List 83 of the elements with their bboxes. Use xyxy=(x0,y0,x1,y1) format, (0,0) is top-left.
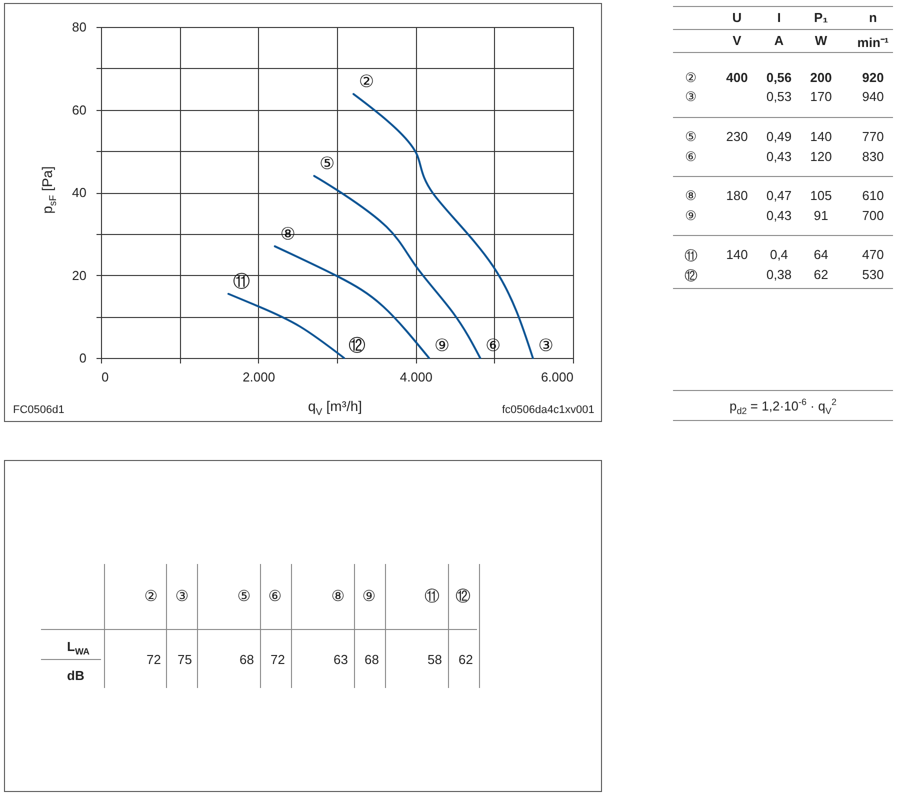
text: 140 xyxy=(810,129,832,144)
x-tick-label: 0 xyxy=(102,370,109,384)
text: 470 xyxy=(862,247,884,262)
text: A xyxy=(774,33,784,48)
text: 0,43 xyxy=(766,149,792,164)
text: FC0506d1 xyxy=(13,404,64,416)
x-tick-label: 2.000 xyxy=(242,370,276,384)
text: ⑧ xyxy=(331,587,345,605)
text: L$_{WA}$ xyxy=(67,639,90,657)
x-tick-label: 6.000 xyxy=(540,370,574,384)
y-tick-label: 20 xyxy=(72,268,86,283)
text: 75 xyxy=(178,652,192,667)
annotation: ⑪ xyxy=(232,272,250,292)
text: n xyxy=(869,10,877,25)
text: 700 xyxy=(862,208,884,223)
x-axis-title: q$_{V}$ [m³/h] xyxy=(308,398,362,418)
text: dB xyxy=(67,668,84,683)
text: ② xyxy=(685,70,697,85)
text: min⁻¹ xyxy=(857,34,889,51)
text: 72 xyxy=(146,652,161,667)
text: ③ xyxy=(175,587,189,605)
text: 62 xyxy=(814,267,828,282)
line-series xyxy=(274,245,430,359)
annotation: ② xyxy=(358,72,374,92)
text: 400 xyxy=(726,70,748,85)
text: 0,38 xyxy=(766,267,792,282)
text: U xyxy=(732,10,742,25)
text: 0,47 xyxy=(766,188,792,203)
text: 0,53 xyxy=(766,89,792,104)
text: 0,43 xyxy=(766,208,792,223)
x-tick-label: 4.000 xyxy=(400,370,432,384)
annotation: ⑫ xyxy=(348,336,366,356)
y-tick-label: 0 xyxy=(79,350,86,366)
text: ⑧ xyxy=(685,188,697,203)
text: ⑨ xyxy=(685,208,697,223)
text: V xyxy=(732,33,742,48)
annotation: ⑤ xyxy=(320,154,335,174)
text: ⑪ xyxy=(424,587,440,606)
text: ② xyxy=(144,587,158,605)
y-tick-label: 40 xyxy=(72,185,86,200)
text: 62 xyxy=(458,652,473,667)
text: ⑫ xyxy=(456,587,470,606)
text: ③ xyxy=(685,89,697,104)
text: 140 xyxy=(726,247,748,262)
text: ⑪ xyxy=(684,247,698,265)
annotation: ③ xyxy=(538,336,554,356)
text: ⑨ xyxy=(362,587,376,605)
text: 0,49 xyxy=(766,129,792,144)
text: ⑥ xyxy=(685,149,697,164)
text: 0,56 xyxy=(766,70,792,85)
text: 63 xyxy=(334,652,348,667)
text: 68 xyxy=(364,652,379,667)
text: I xyxy=(777,10,781,25)
text: 0,4 xyxy=(770,247,788,262)
text: 58 xyxy=(428,652,442,667)
text: 230 xyxy=(726,129,748,144)
text: 120 xyxy=(810,149,832,164)
text: W xyxy=(814,33,828,48)
text: ⑤ xyxy=(685,129,697,144)
text: 68 xyxy=(240,652,254,667)
text: 64 xyxy=(814,247,828,262)
text: P₁ xyxy=(814,10,828,25)
text: 920 xyxy=(862,70,884,85)
annotation: ⑨ xyxy=(434,336,450,356)
text: 72 xyxy=(270,652,285,667)
text: fc0506da4c1xv001 xyxy=(502,404,594,416)
line-series xyxy=(227,292,346,359)
text: 940 xyxy=(862,89,884,104)
text: ⑥ xyxy=(268,587,282,605)
text: 91 xyxy=(814,208,828,223)
text: 105 xyxy=(810,188,832,203)
text: 170 xyxy=(810,89,832,104)
text: 200 xyxy=(810,70,832,85)
line-series xyxy=(313,174,482,359)
text: ⑫ xyxy=(684,267,698,285)
y-tick-label: 80 xyxy=(72,20,86,34)
text: 610 xyxy=(862,188,884,203)
text: 180 xyxy=(726,188,748,203)
text: 830 xyxy=(862,149,884,164)
text: 530 xyxy=(862,267,884,282)
text: 770 xyxy=(862,129,884,144)
text: ⑤ xyxy=(237,587,251,605)
y-tick-label: 60 xyxy=(72,102,86,118)
